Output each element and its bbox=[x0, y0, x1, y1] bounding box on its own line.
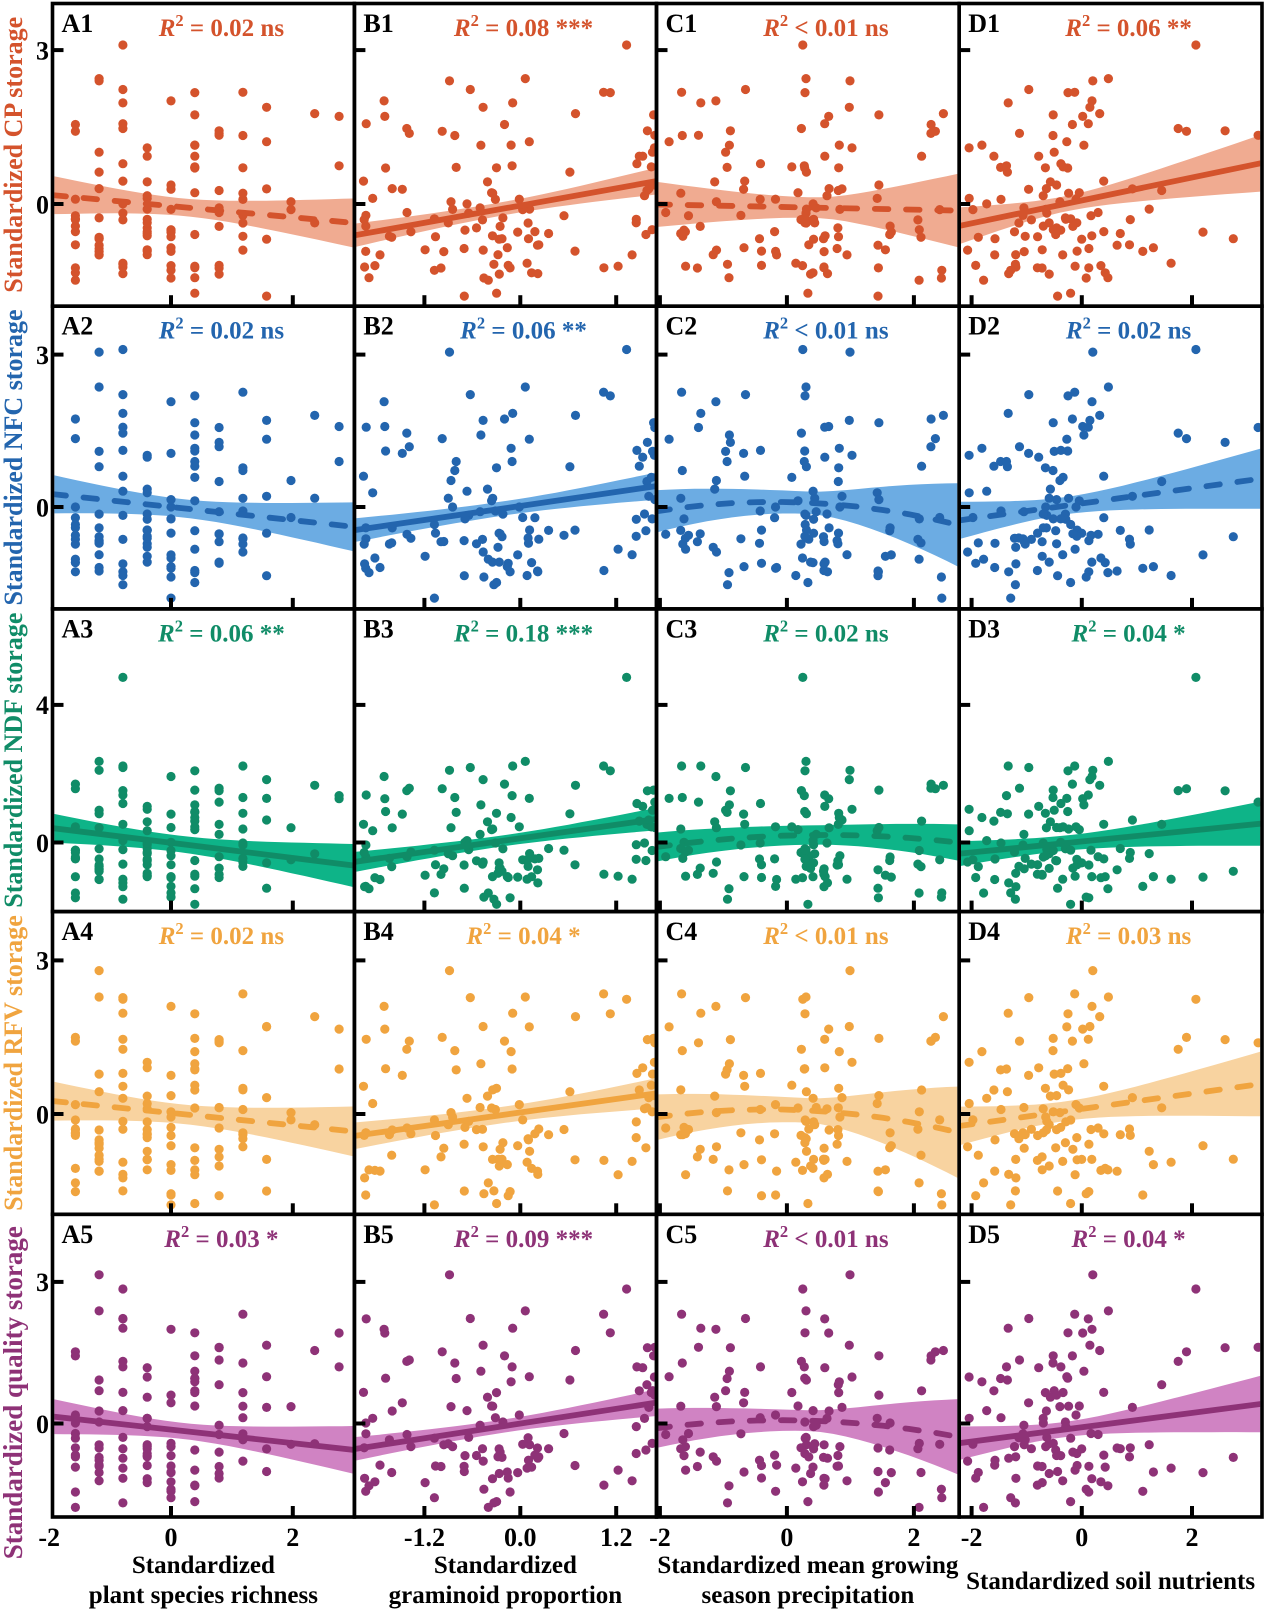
svg-text:4: 4 bbox=[36, 691, 49, 720]
svg-text:R2 = 0.04 *: R2 = 0.04 * bbox=[1071, 1222, 1186, 1253]
svg-text:R2 = 0.06 **: R2 = 0.06 ** bbox=[157, 616, 285, 647]
svg-text:B3: B3 bbox=[363, 614, 393, 643]
svg-text:R2 = 0.06 **: R2 = 0.06 ** bbox=[459, 314, 587, 345]
svg-text:R2 < 0.01 ns: R2 < 0.01 ns bbox=[762, 919, 889, 950]
svg-text:R2 = 0.02 ns: R2 = 0.02 ns bbox=[158, 11, 285, 42]
svg-text:3: 3 bbox=[36, 1268, 49, 1297]
svg-text:0: 0 bbox=[1075, 1523, 1088, 1552]
svg-text:A3: A3 bbox=[62, 614, 94, 643]
svg-text:R2 = 0.02 ns: R2 = 0.02 ns bbox=[1065, 314, 1192, 345]
svg-text:-2: -2 bbox=[38, 1523, 60, 1552]
svg-text:R2 < 0.01 ns: R2 < 0.01 ns bbox=[762, 11, 889, 42]
svg-text:season precipitation: season precipitation bbox=[702, 1582, 915, 1609]
svg-text:0: 0 bbox=[165, 1523, 178, 1552]
svg-text:D3: D3 bbox=[968, 614, 1000, 643]
svg-text:-1.2: -1.2 bbox=[404, 1523, 445, 1552]
svg-text:R2 < 0.01 ns: R2 < 0.01 ns bbox=[762, 1222, 889, 1253]
svg-text:0.0: 0.0 bbox=[504, 1523, 537, 1552]
svg-text:R2 = 0.03 ns: R2 = 0.03 ns bbox=[1065, 919, 1192, 950]
svg-text:Standardized quality storage: Standardized quality storage bbox=[0, 1226, 28, 1559]
svg-text:graminoid proportion: graminoid proportion bbox=[389, 1582, 623, 1609]
svg-text:A5: A5 bbox=[62, 1220, 94, 1249]
svg-text:0: 0 bbox=[36, 829, 49, 858]
svg-text:C3: C3 bbox=[666, 614, 698, 643]
svg-text:B2: B2 bbox=[363, 312, 393, 341]
svg-text:R2 = 0.18 ***: R2 = 0.18 *** bbox=[453, 616, 593, 647]
svg-text:-2: -2 bbox=[961, 1523, 983, 1552]
svg-text:R2 < 0.01 ns: R2 < 0.01 ns bbox=[762, 314, 889, 345]
svg-text:Standardized NDF storage: Standardized NDF storage bbox=[0, 613, 28, 908]
svg-text:R2 = 0.09 ***: R2 = 0.09 *** bbox=[453, 1222, 593, 1253]
svg-text:0: 0 bbox=[36, 190, 49, 219]
svg-text:0: 0 bbox=[36, 1410, 49, 1439]
svg-text:-2: -2 bbox=[649, 1523, 671, 1552]
svg-text:3: 3 bbox=[36, 36, 49, 65]
svg-text:0: 0 bbox=[780, 1523, 793, 1552]
svg-text:B1: B1 bbox=[363, 9, 393, 38]
svg-text:B4: B4 bbox=[363, 917, 393, 946]
svg-text:D1: D1 bbox=[968, 9, 1000, 38]
svg-text:Standardized CP storage: Standardized CP storage bbox=[0, 17, 28, 293]
svg-text:R2 = 0.02 ns: R2 = 0.02 ns bbox=[158, 919, 285, 950]
svg-text:1.2: 1.2 bbox=[600, 1523, 633, 1552]
svg-text:Standardized mean growing: Standardized mean growing bbox=[657, 1552, 958, 1579]
svg-text:R2 = 0.06 **: R2 = 0.06 ** bbox=[1064, 11, 1192, 42]
svg-text:R2 = 0.08 ***: R2 = 0.08 *** bbox=[453, 11, 593, 42]
svg-text:C1: C1 bbox=[666, 9, 698, 38]
svg-text:Standardized RFV storage: Standardized RFV storage bbox=[0, 915, 28, 1211]
svg-text:0: 0 bbox=[36, 1100, 49, 1129]
svg-text:R2 = 0.04 *: R2 = 0.04 * bbox=[1071, 616, 1186, 647]
svg-text:2: 2 bbox=[907, 1523, 920, 1552]
svg-text:A2: A2 bbox=[62, 312, 94, 341]
svg-text:R2 = 0.02 ns: R2 = 0.02 ns bbox=[158, 314, 285, 345]
svg-text:Standardized NFC storage: Standardized NFC storage bbox=[0, 309, 28, 605]
svg-text:R2 = 0.03 *: R2 = 0.03 * bbox=[163, 1222, 278, 1253]
svg-text:D2: D2 bbox=[968, 312, 1000, 341]
svg-text:D5: D5 bbox=[968, 1220, 1000, 1249]
svg-text:D4: D4 bbox=[968, 917, 1000, 946]
svg-text:R2 = 0.04 *: R2 = 0.04 * bbox=[465, 919, 580, 950]
svg-text:Standardized soil nutrients: Standardized soil nutrients bbox=[966, 1568, 1255, 1595]
svg-text:plant species richness: plant species richness bbox=[89, 1582, 318, 1609]
svg-text:0: 0 bbox=[36, 493, 49, 522]
svg-text:R2 = 0.02 ns: R2 = 0.02 ns bbox=[762, 616, 889, 647]
svg-text:C4: C4 bbox=[666, 917, 698, 946]
svg-text:Standardized: Standardized bbox=[434, 1552, 577, 1579]
svg-text:A1: A1 bbox=[62, 9, 94, 38]
svg-text:3: 3 bbox=[36, 947, 49, 976]
svg-text:2: 2 bbox=[1186, 1523, 1199, 1552]
svg-text:2: 2 bbox=[286, 1523, 299, 1552]
svg-text:B5: B5 bbox=[363, 1220, 393, 1249]
svg-text:C5: C5 bbox=[666, 1220, 698, 1249]
svg-text:3: 3 bbox=[36, 341, 49, 370]
svg-text:A4: A4 bbox=[62, 917, 94, 946]
svg-text:Standardized: Standardized bbox=[132, 1552, 275, 1579]
svg-text:C2: C2 bbox=[666, 312, 698, 341]
